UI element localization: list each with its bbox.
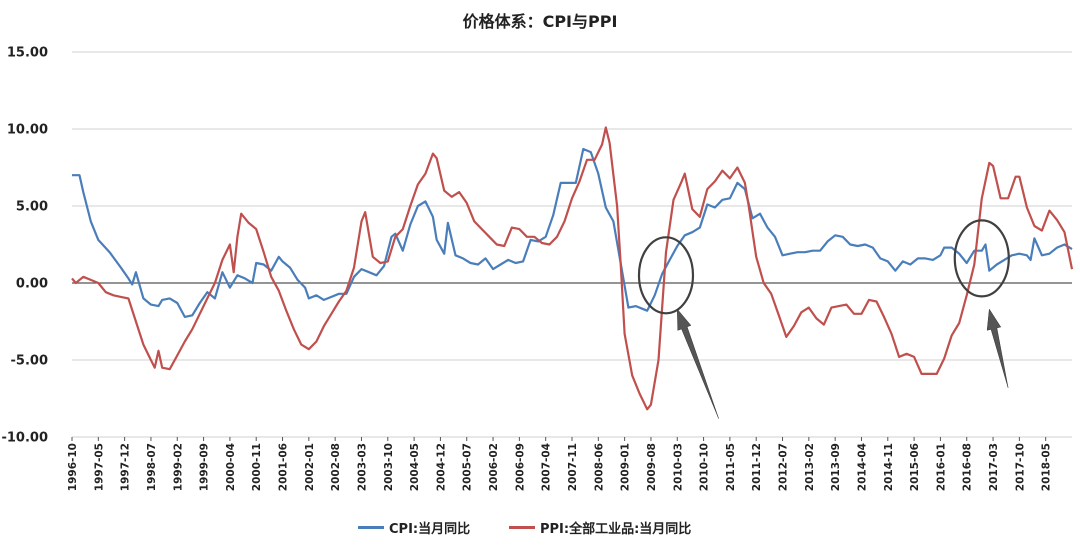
x-tick-label: 2014-11 bbox=[883, 443, 895, 491]
legend-item-cpi: CPI:当月同比 bbox=[358, 518, 470, 537]
y-tick-label: 5.00 bbox=[16, 200, 48, 215]
annotation-circle bbox=[637, 236, 695, 315]
legend-swatch-ppi bbox=[509, 526, 535, 529]
annotation-circle bbox=[953, 219, 1010, 298]
legend-label-ppi: PPI:全部工业品:当月同比 bbox=[540, 522, 692, 537]
x-tick-label: 2002-08 bbox=[330, 443, 342, 491]
x-tick-label: 2016-08 bbox=[962, 443, 974, 491]
x-tick-label: 2010-03 bbox=[672, 443, 684, 491]
x-tick-label: 2001-06 bbox=[278, 443, 290, 491]
x-tick-label: 2011-12 bbox=[751, 443, 763, 491]
x-tick-label: 2015-06 bbox=[909, 443, 921, 491]
x-tick-label: 2014-04 bbox=[856, 443, 868, 491]
x-tick-label: 2004-05 bbox=[409, 443, 421, 491]
y-tick-label: 15.00 bbox=[7, 46, 48, 61]
x-tick-label: 2017-03 bbox=[988, 443, 1000, 491]
x-tick-label: 2007-04 bbox=[541, 443, 553, 491]
ppi-series-line bbox=[71, 126, 1074, 411]
x-tick-label: 1997-12 bbox=[120, 443, 132, 491]
chart-title: 价格体系：CPI与PPI bbox=[462, 12, 618, 31]
x-tick-label: 2013-09 bbox=[830, 443, 842, 491]
x-tick-label: 2003-10 bbox=[383, 443, 395, 491]
x-tick-label: 2006-09 bbox=[514, 443, 526, 491]
x-tick-label: 2009-08 bbox=[646, 443, 658, 491]
x-tick-label: 1998-07 bbox=[146, 443, 158, 491]
x-tick-label: 2003-03 bbox=[356, 443, 368, 491]
x-tick-label: 2018-05 bbox=[1041, 443, 1053, 491]
x-tick-label: 1997-05 bbox=[93, 443, 105, 491]
annotation-arrow bbox=[676, 308, 719, 419]
legend-swatch-cpi bbox=[358, 526, 384, 529]
x-tick-label: 2000-04 bbox=[225, 443, 237, 491]
x-tick-label: 2009-01 bbox=[620, 443, 632, 491]
x-tick-label: 2012-07 bbox=[778, 443, 790, 491]
x-tick-label: 1996-10 bbox=[67, 443, 79, 491]
annotation-arrow bbox=[986, 308, 1009, 388]
y-tick-label: -10.00 bbox=[1, 431, 48, 446]
x-tick-label: 2007-11 bbox=[567, 443, 579, 491]
x-tick-label: 1999-09 bbox=[199, 443, 211, 491]
x-tick-label: 2008-06 bbox=[593, 443, 605, 491]
x-tick-label: 2011-05 bbox=[725, 443, 737, 491]
y-tick-label: 0.00 bbox=[16, 277, 48, 292]
x-tick-label: 2017-10 bbox=[1014, 443, 1026, 491]
y-tick-label: 10.00 bbox=[7, 123, 48, 138]
legend-item-ppi: PPI:全部工业品:当月同比 bbox=[509, 518, 691, 537]
y-tick-label: -5.00 bbox=[11, 354, 48, 369]
legend: CPI:当月同比 PPI:全部工业品:当月同比 bbox=[0, 518, 1080, 540]
x-tick-label: 2010-10 bbox=[699, 443, 711, 491]
x-tick-label: 1999-02 bbox=[172, 443, 184, 491]
x-tick-label: 2013-02 bbox=[804, 443, 816, 491]
x-tick-label: 2000-11 bbox=[251, 443, 263, 491]
cpi-series-line bbox=[72, 147, 1073, 318]
x-tick-label: 2006-02 bbox=[488, 443, 500, 491]
x-tick-label: 2016-01 bbox=[935, 443, 947, 491]
x-tick-label: 2002-01 bbox=[304, 443, 316, 491]
x-tick-label: 2005-07 bbox=[462, 443, 474, 491]
legend-label-cpi: CPI:当月同比 bbox=[389, 522, 471, 537]
x-tick-label: 2004-12 bbox=[435, 443, 447, 491]
